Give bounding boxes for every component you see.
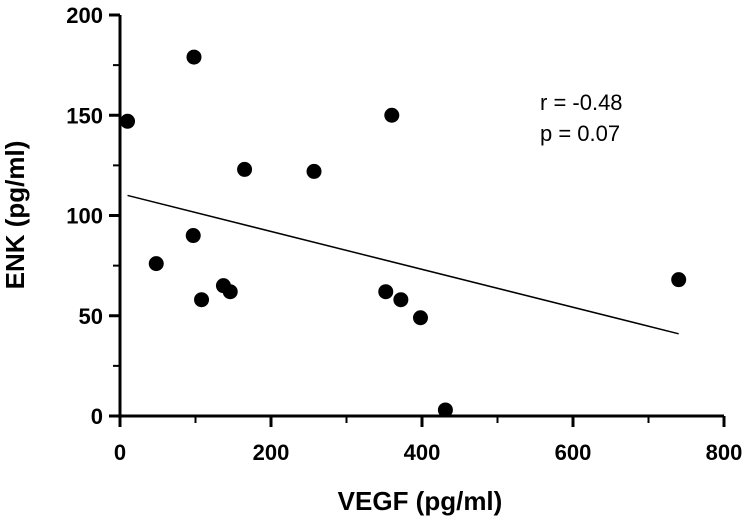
- y-tick-label: 100: [66, 204, 103, 229]
- data-point: [671, 272, 687, 288]
- y-tick-label: 200: [66, 3, 103, 28]
- x-axis-title: VEGF (pg/ml): [338, 486, 503, 516]
- x-ticks: 0 200 400 600 800: [114, 416, 742, 465]
- x-tick-label: 400: [404, 440, 441, 465]
- data-point: [148, 256, 164, 272]
- data-point: [393, 292, 409, 308]
- x-tick-label: 200: [253, 440, 290, 465]
- data-point: [222, 284, 238, 300]
- axes: [118, 15, 724, 418]
- y-tick-label: 50: [79, 304, 103, 329]
- data-point: [306, 163, 322, 179]
- annotation-p: p = 0.07: [540, 121, 620, 146]
- data-points: [120, 49, 687, 418]
- data-point: [120, 113, 136, 129]
- data-point: [384, 107, 400, 123]
- x-tick-label: 600: [555, 440, 592, 465]
- data-point: [186, 49, 202, 65]
- data-point: [194, 292, 210, 308]
- regression-line: [127, 194, 679, 335]
- regression-line-group: [127, 194, 679, 335]
- data-point: [185, 228, 201, 244]
- y-axis-title: ENK (pg/ml): [0, 141, 30, 290]
- data-point: [237, 161, 253, 177]
- y-tick-label: 150: [66, 103, 103, 128]
- data-point: [437, 402, 453, 418]
- data-point: [378, 284, 394, 300]
- y-ticks: 0 50 100 150 200: [66, 3, 120, 429]
- y-tick-label: 0: [91, 404, 103, 429]
- x-tick-label: 800: [706, 440, 743, 465]
- data-point: [412, 310, 428, 326]
- x-tick-label: 0: [114, 440, 126, 465]
- annotation-r: r = -0.48: [540, 90, 623, 115]
